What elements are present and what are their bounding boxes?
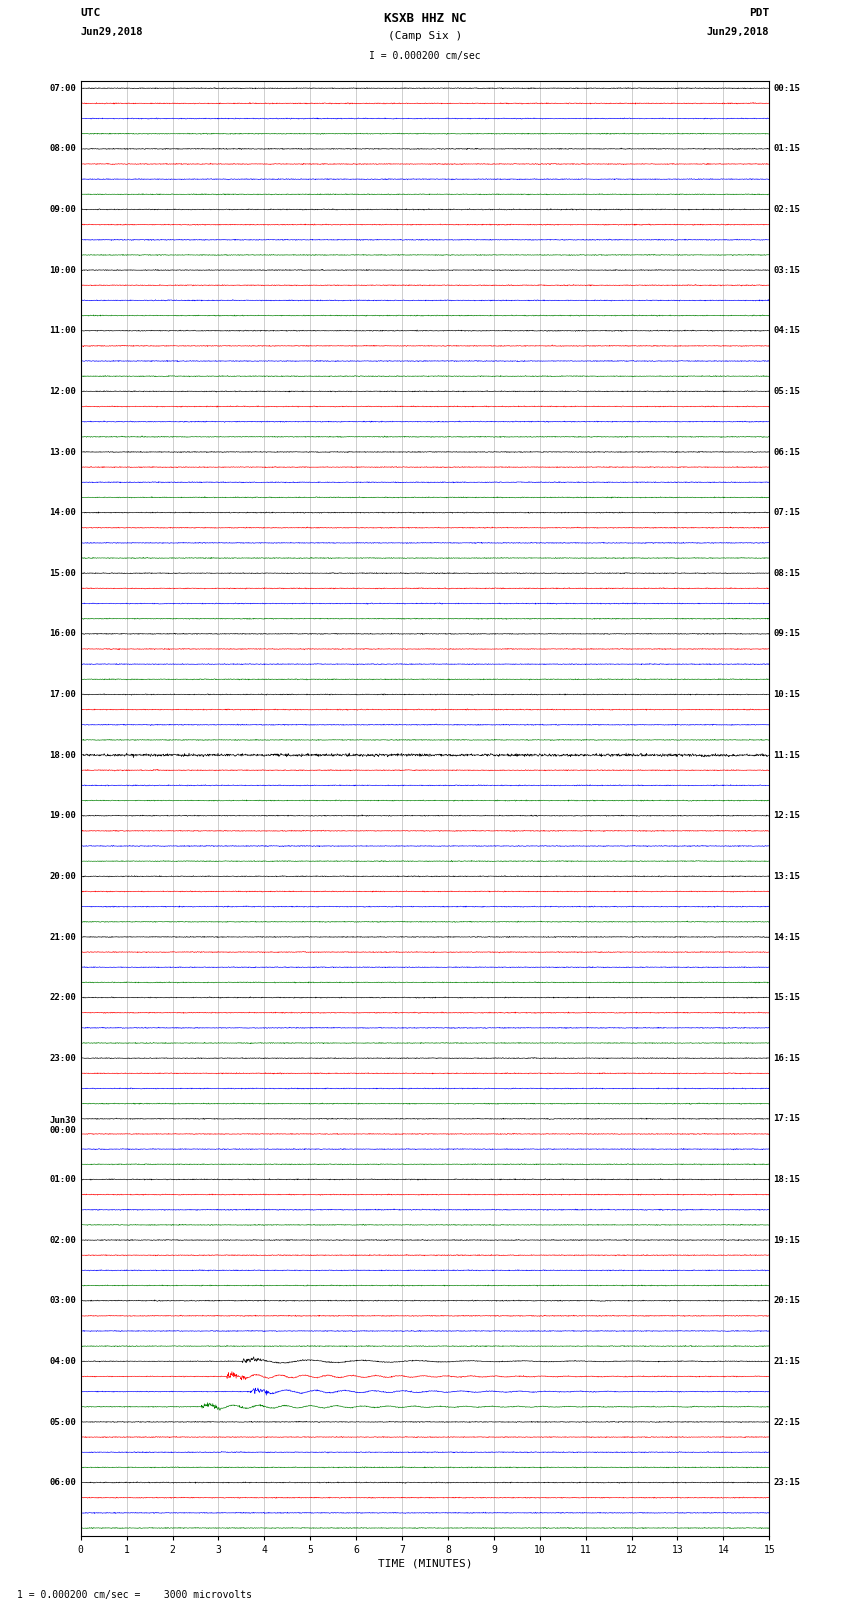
Text: 13:00: 13:00 — [49, 448, 76, 456]
Text: 04:15: 04:15 — [774, 326, 801, 336]
Text: 00:15: 00:15 — [774, 84, 801, 94]
Text: KSXB HHZ NC: KSXB HHZ NC — [383, 11, 467, 26]
Text: 08:00: 08:00 — [49, 145, 76, 153]
Text: 03:00: 03:00 — [49, 1297, 76, 1305]
Text: 08:15: 08:15 — [774, 569, 801, 577]
Text: (Camp Six ): (Camp Six ) — [388, 31, 462, 42]
X-axis label: TIME (MINUTES): TIME (MINUTES) — [377, 1558, 473, 1569]
Text: 03:15: 03:15 — [774, 266, 801, 274]
Text: 18:00: 18:00 — [49, 750, 76, 760]
Text: 15:00: 15:00 — [49, 569, 76, 577]
Text: 1 = 0.000200 cm/sec =    3000 microvolts: 1 = 0.000200 cm/sec = 3000 microvolts — [17, 1590, 252, 1600]
Text: 17:00: 17:00 — [49, 690, 76, 698]
Text: 07:00: 07:00 — [49, 84, 76, 94]
Text: 22:00: 22:00 — [49, 994, 76, 1002]
Text: 02:15: 02:15 — [774, 205, 801, 215]
Text: 06:00: 06:00 — [49, 1478, 76, 1487]
Text: 05:00: 05:00 — [49, 1418, 76, 1426]
Text: 13:15: 13:15 — [774, 873, 801, 881]
Text: Jun29,2018: Jun29,2018 — [81, 27, 144, 37]
Text: 14:00: 14:00 — [49, 508, 76, 518]
Text: 23:00: 23:00 — [49, 1053, 76, 1063]
Text: 02:00: 02:00 — [49, 1236, 76, 1245]
Text: 10:00: 10:00 — [49, 266, 76, 274]
Text: UTC: UTC — [81, 8, 101, 18]
Text: 15:15: 15:15 — [774, 994, 801, 1002]
Text: 05:15: 05:15 — [774, 387, 801, 395]
Text: 12:00: 12:00 — [49, 387, 76, 395]
Text: Jun29,2018: Jun29,2018 — [706, 27, 769, 37]
Text: 00:00: 00:00 — [49, 1126, 76, 1134]
Text: PDT: PDT — [749, 8, 769, 18]
Text: 23:15: 23:15 — [774, 1478, 801, 1487]
Text: 19:15: 19:15 — [774, 1236, 801, 1245]
Text: 04:00: 04:00 — [49, 1357, 76, 1366]
Text: 20:00: 20:00 — [49, 873, 76, 881]
Text: 16:15: 16:15 — [774, 1053, 801, 1063]
Text: 06:15: 06:15 — [774, 448, 801, 456]
Text: 21:00: 21:00 — [49, 932, 76, 942]
Text: 09:15: 09:15 — [774, 629, 801, 639]
Text: 16:00: 16:00 — [49, 629, 76, 639]
Text: 09:00: 09:00 — [49, 205, 76, 215]
Text: 01:00: 01:00 — [49, 1174, 76, 1184]
Text: 14:15: 14:15 — [774, 932, 801, 942]
Text: 11:00: 11:00 — [49, 326, 76, 336]
Text: 19:00: 19:00 — [49, 811, 76, 821]
Text: 10:15: 10:15 — [774, 690, 801, 698]
Text: 22:15: 22:15 — [774, 1418, 801, 1426]
Text: 18:15: 18:15 — [774, 1174, 801, 1184]
Text: 17:15: 17:15 — [774, 1115, 801, 1123]
Text: 07:15: 07:15 — [774, 508, 801, 518]
Text: I = 0.000200 cm/sec: I = 0.000200 cm/sec — [369, 50, 481, 61]
Text: 12:15: 12:15 — [774, 811, 801, 821]
Text: 20:15: 20:15 — [774, 1297, 801, 1305]
Text: 21:15: 21:15 — [774, 1357, 801, 1366]
Text: Jun30: Jun30 — [49, 1116, 76, 1124]
Text: 01:15: 01:15 — [774, 145, 801, 153]
Text: 11:15: 11:15 — [774, 750, 801, 760]
